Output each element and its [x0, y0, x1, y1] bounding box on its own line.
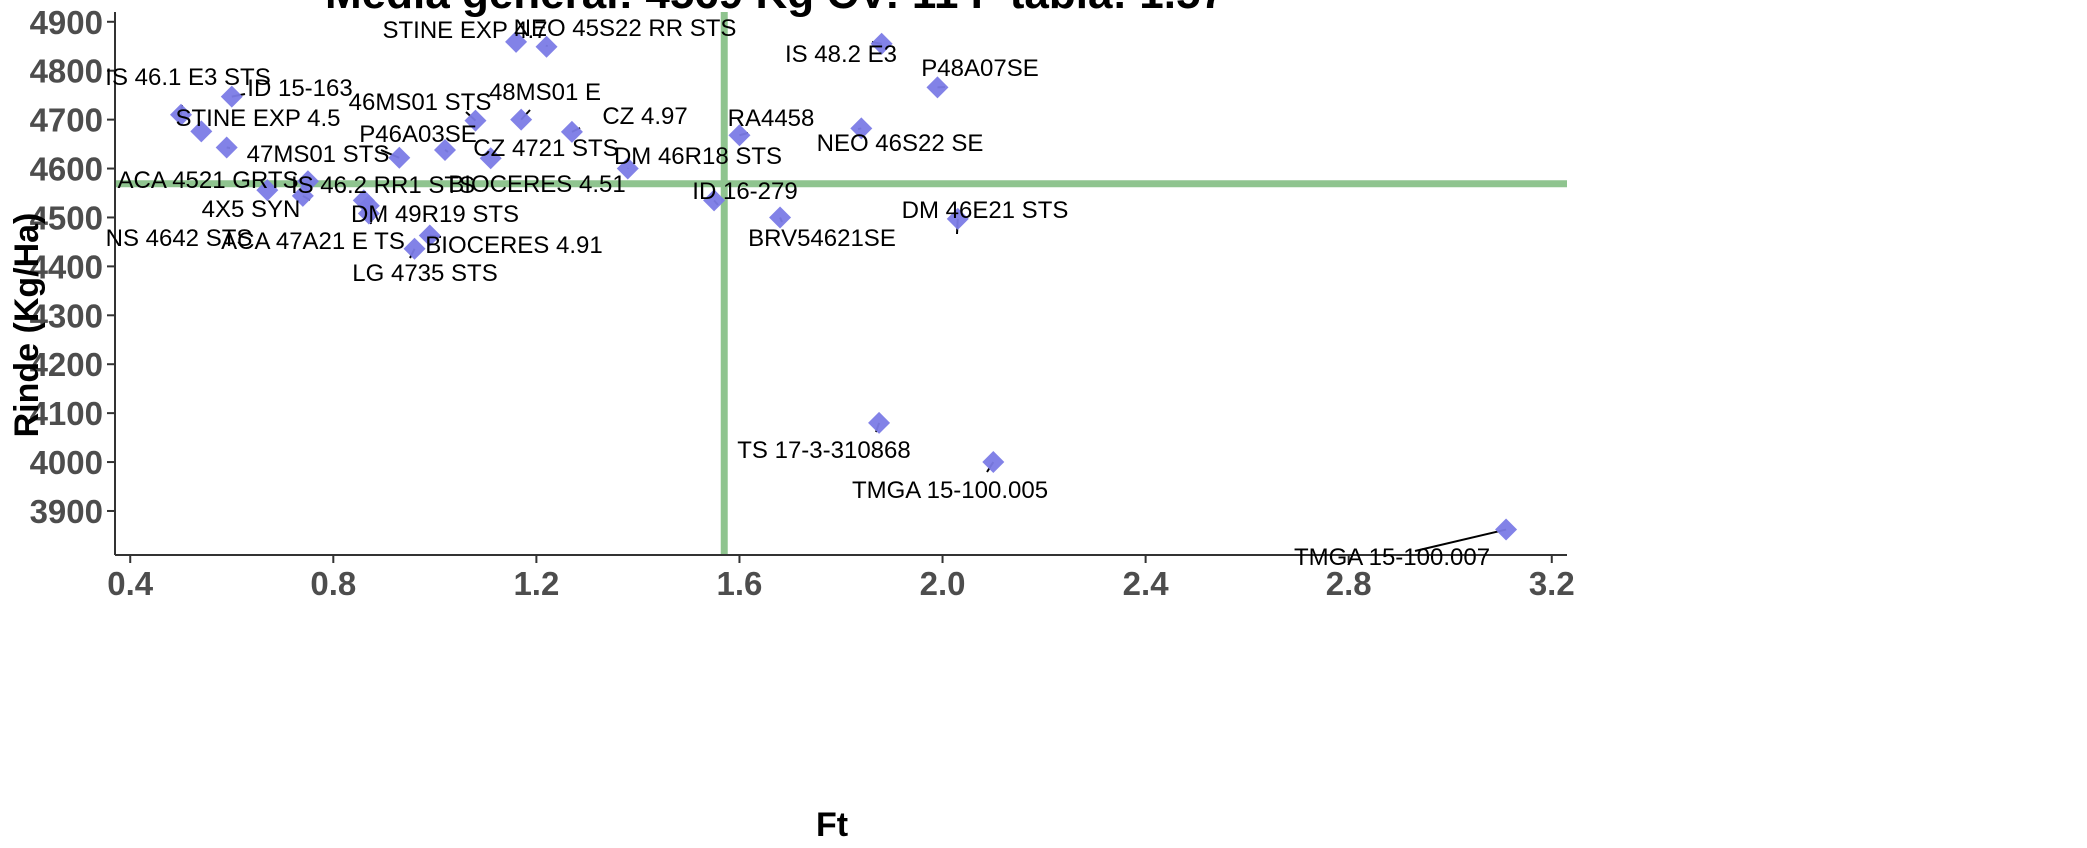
x-tick-label: 3.2: [1529, 565, 1575, 602]
point-label: TMGA 15-100.007: [1294, 544, 1490, 571]
point-label: ID 16-279: [692, 178, 797, 205]
x-axis-title: Ft: [816, 806, 848, 843]
y-tick-label: 3900: [30, 493, 103, 530]
point-label: BRV54621SE: [748, 225, 896, 252]
chart-title: Media general: 4569 Kg CV: 11 F tabla: 1…: [325, 0, 1225, 18]
point-label: IS 46.1 E3 STS: [105, 64, 270, 91]
point-label: DM 46R18 STS: [614, 143, 782, 170]
point-label: BIOCERES 4.91: [425, 232, 602, 259]
point-label: P48A07SE: [921, 55, 1038, 82]
point-label: P46A03SE: [359, 121, 476, 148]
x-tick-label: 1.2: [513, 565, 559, 602]
point-label: ID 15-163: [247, 75, 352, 102]
x-tick-label: 2.4: [1123, 565, 1170, 602]
y-tick-label: 4900: [30, 4, 103, 41]
point-label: IS 46.2 RR1 STS: [291, 172, 475, 199]
point-label: NEO 45S22 RR STS: [514, 15, 737, 42]
y-tick-label: 4800: [30, 53, 103, 90]
point-label: IS 48.2 E3: [785, 41, 897, 68]
point-label: 48MS01 E: [489, 79, 601, 106]
point-label: NEO 46S22 SE: [817, 130, 984, 157]
point-label: CZ 4721 STS: [473, 135, 618, 162]
y-tick-label: 4600: [30, 151, 103, 188]
x-tick-label: 2.0: [920, 565, 966, 602]
x-tick-label: 1.6: [717, 565, 763, 602]
y-tick-label: 4700: [30, 102, 103, 139]
y-axis-title: Rinde (Kg/Ha): [8, 213, 46, 438]
point-label: 4X5 SYN: [202, 196, 301, 223]
point-label: RA4458: [728, 105, 815, 132]
point-label: ACA 4521 GRTS: [118, 167, 299, 194]
point-label: LG 4735 STS: [352, 260, 497, 287]
x-tick-label: 0.4: [107, 565, 154, 602]
point-label: 46MS01 STS: [349, 89, 492, 116]
y-tick-label: 4000: [30, 444, 103, 481]
point-label: TS 17-3-310868: [737, 437, 910, 464]
point-label: DM 46E21 STS: [902, 197, 1069, 224]
point-label: DM 49R19 STS: [351, 201, 519, 228]
point-label: ACA 47A21 E TS: [221, 228, 405, 255]
point-label: STINE EXP 4.5: [176, 105, 341, 132]
x-tick-label: 0.8: [310, 565, 356, 602]
point-label: TMGA 15-100.005: [852, 477, 1048, 504]
point-label: CZ 4.97: [602, 103, 687, 130]
